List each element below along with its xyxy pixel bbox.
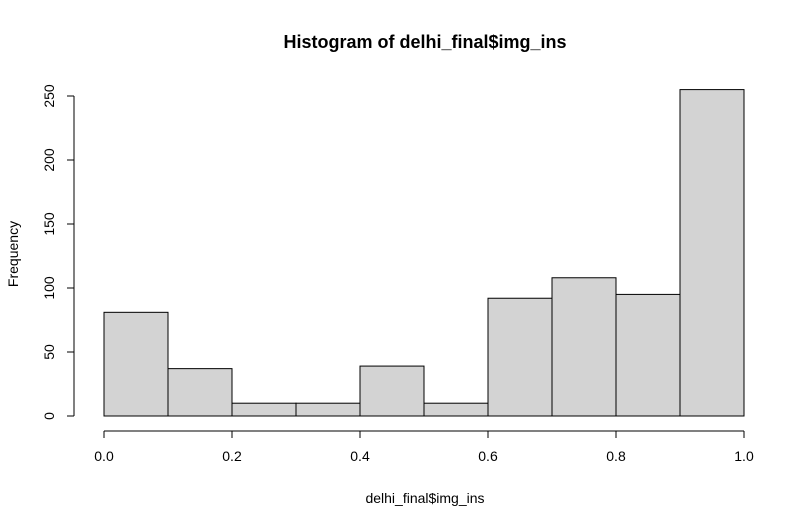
x-tick-label: 0.4 [350, 448, 370, 464]
y-tick-label: 250 [41, 84, 57, 108]
histogram-bar-2 [167, 368, 233, 417]
histogram-bar-10 [679, 89, 745, 417]
bars-group [103, 89, 745, 417]
x-axis-label: delhi_final$img_ins [365, 490, 484, 506]
x-tick-label: 0.2 [222, 448, 242, 464]
histogram-bar-6 [423, 402, 489, 417]
histogram-bar-3 [231, 402, 297, 417]
histogram-bar-7 [487, 297, 553, 417]
y-tick-label: 100 [41, 276, 57, 300]
histogram-bar-1 [103, 311, 169, 417]
y-axis: 0 50 100 150 200 250 [41, 84, 75, 420]
y-tick-label: 0 [41, 412, 57, 420]
histogram-bar-8 [551, 277, 617, 417]
chart-title: Histogram of delhi_final$img_ins [283, 32, 566, 52]
histogram-bar-5 [359, 365, 425, 417]
x-tick-label: 0.0 [94, 448, 114, 464]
y-tick-label: 200 [41, 148, 57, 172]
x-tick-label: 0.8 [606, 448, 626, 464]
y-tick-label: 150 [41, 212, 57, 236]
y-axis-label: Frequency [5, 221, 21, 287]
x-tick-label: 0.6 [478, 448, 498, 464]
y-tick-label: 50 [41, 344, 57, 360]
histogram-bar-4 [295, 402, 361, 417]
histogram-bar-9 [615, 293, 681, 417]
x-tick-label: 1.0 [734, 448, 754, 464]
x-axis: 0.0 0.2 0.4 0.6 0.8 1.0 [94, 430, 754, 464]
